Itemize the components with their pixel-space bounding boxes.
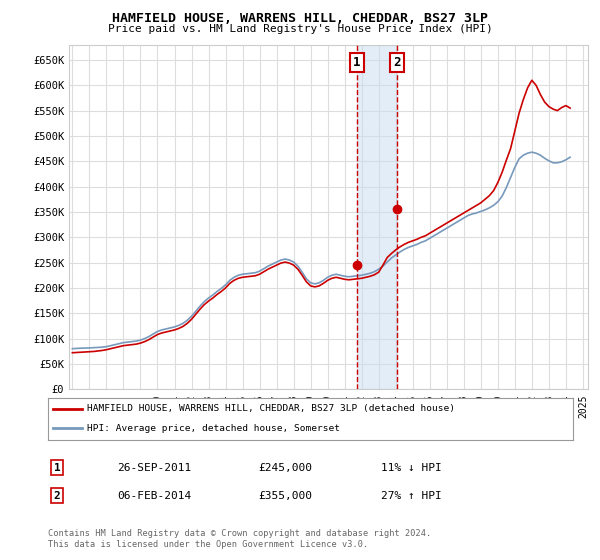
Text: 2: 2 <box>394 56 401 69</box>
Text: 27% ↑ HPI: 27% ↑ HPI <box>381 491 442 501</box>
Text: Contains HM Land Registry data © Crown copyright and database right 2024.
This d: Contains HM Land Registry data © Crown c… <box>48 529 431 549</box>
Text: £245,000: £245,000 <box>258 463 312 473</box>
Text: 26-SEP-2011: 26-SEP-2011 <box>117 463 191 473</box>
Text: 1: 1 <box>353 56 361 69</box>
Text: 1: 1 <box>53 463 61 473</box>
Text: 2: 2 <box>53 491 61 501</box>
Text: £355,000: £355,000 <box>258 491 312 501</box>
Text: 06-FEB-2014: 06-FEB-2014 <box>117 491 191 501</box>
Text: 11% ↓ HPI: 11% ↓ HPI <box>381 463 442 473</box>
Text: Price paid vs. HM Land Registry's House Price Index (HPI): Price paid vs. HM Land Registry's House … <box>107 24 493 34</box>
Text: HAMFIELD HOUSE, WARRENS HILL, CHEDDAR, BS27 3LP (detached house): HAMFIELD HOUSE, WARRENS HILL, CHEDDAR, B… <box>88 404 455 413</box>
Text: HPI: Average price, detached house, Somerset: HPI: Average price, detached house, Some… <box>88 424 340 433</box>
Text: HAMFIELD HOUSE, WARRENS HILL, CHEDDAR, BS27 3LP: HAMFIELD HOUSE, WARRENS HILL, CHEDDAR, B… <box>112 12 488 25</box>
Bar <box>357 45 397 389</box>
